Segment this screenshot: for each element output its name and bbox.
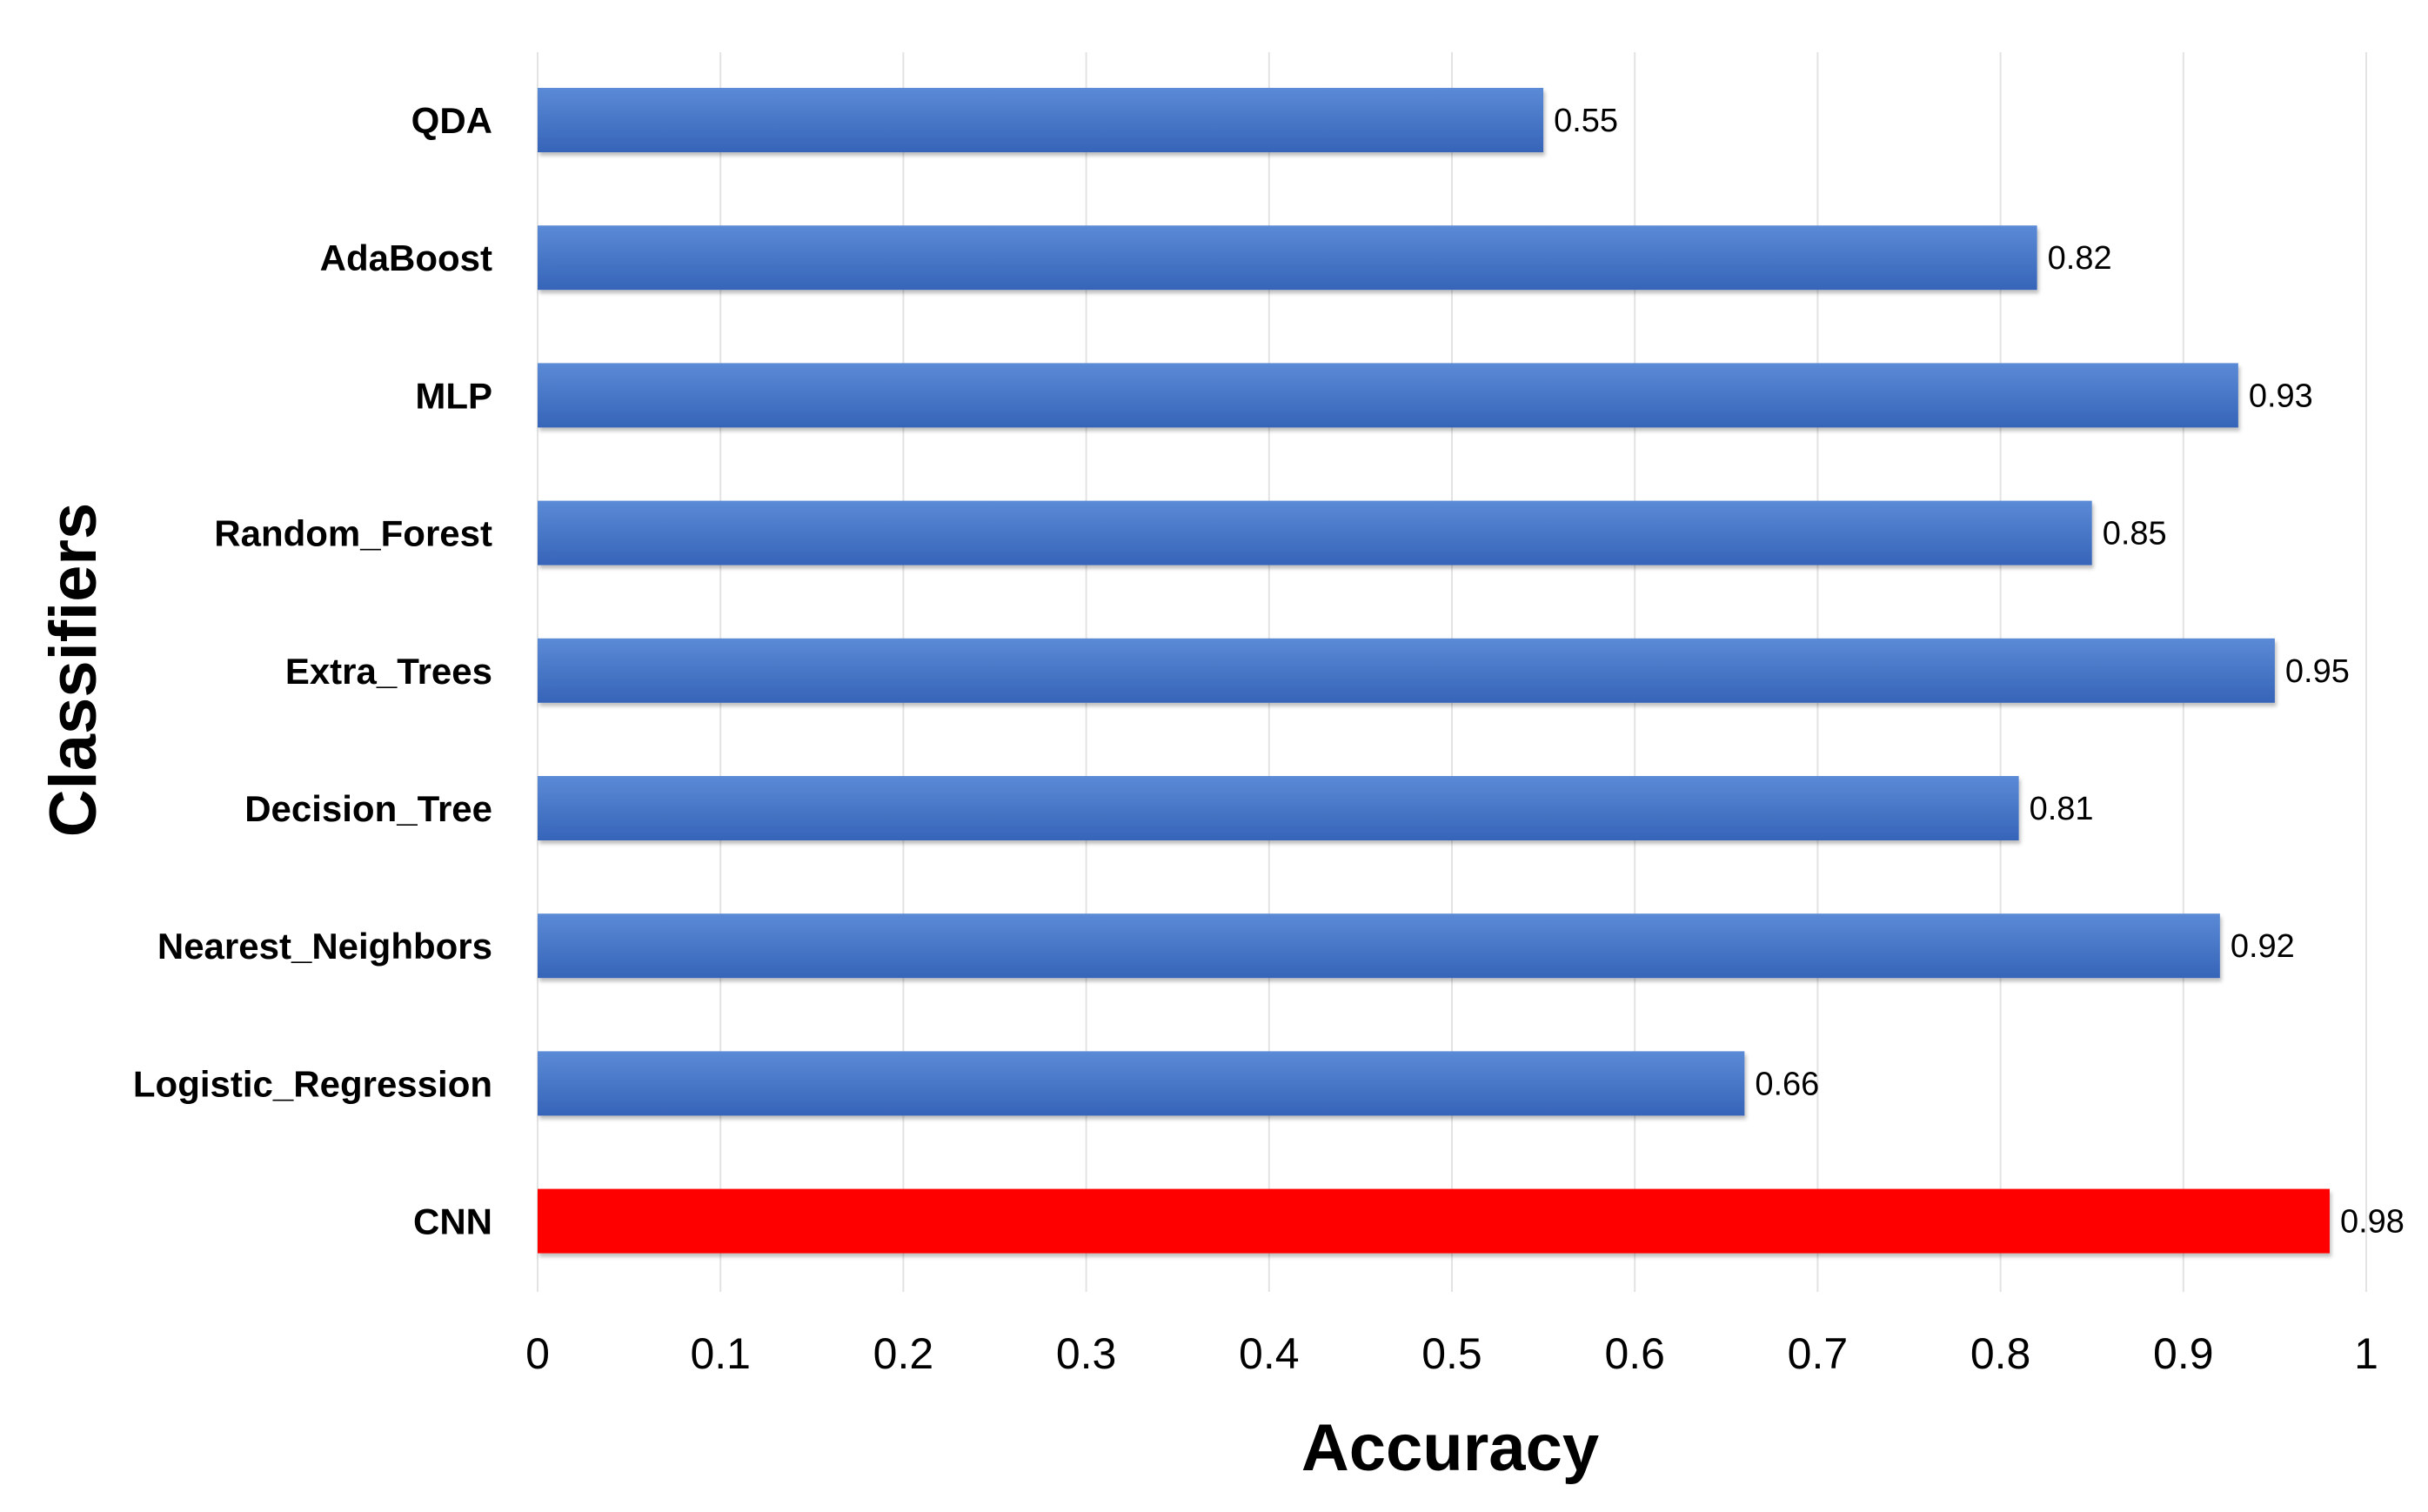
category-label: CNN	[413, 1201, 492, 1242]
data-label: 0.85	[2103, 516, 2167, 552]
x-axis-title: Accuracy	[1301, 1411, 1599, 1485]
data-label: 0.66	[1755, 1066, 1819, 1102]
x-tick-label: 0.7	[1788, 1329, 1849, 1378]
bar-decision-tree	[538, 776, 2019, 840]
x-tick-label: 0.4	[1239, 1329, 1300, 1378]
x-tick-labels: 0 0.1 0.2 0.3 0.4 0.5 0.6 0.7 0.8 0.9 1	[525, 1329, 2378, 1378]
value-labels: 0.55 0.82 0.93 0.85 0.95 0.81 0.92 0.66 0.98	[1554, 103, 2405, 1241]
bar-extra-trees	[538, 638, 2275, 703]
bar-random-forest	[538, 500, 2092, 565]
bar-cnn	[538, 1188, 2330, 1254]
x-tick-label: 0.2	[873, 1329, 934, 1378]
x-tick-label: 0	[525, 1329, 550, 1378]
data-label: 0.92	[2231, 928, 2295, 965]
x-tick-label: 0.8	[1970, 1329, 2031, 1378]
x-tick-label: 0.3	[1056, 1329, 1117, 1378]
category-label: QDA	[411, 100, 492, 141]
x-tick-label: 1	[2354, 1329, 2378, 1378]
category-label: Decision_Tree	[244, 788, 492, 829]
bar-logistic-regression	[538, 1051, 1745, 1116]
data-label: 0.98	[2340, 1204, 2405, 1241]
x-tick-label: 0.5	[1421, 1329, 1482, 1378]
x-tick-label: 0.9	[2153, 1329, 2214, 1378]
category-label: MLP	[415, 375, 492, 416]
data-label: 0.93	[2249, 378, 2313, 414]
bar-mlp	[538, 363, 2238, 428]
x-tick-label: 0.6	[1604, 1329, 1665, 1378]
category-label: Logistic_Regression	[133, 1063, 492, 1104]
bar-adaboost	[538, 225, 2037, 291]
bar-nearest-neighbors	[538, 913, 2220, 979]
data-label: 0.95	[2285, 653, 2350, 690]
bars	[538, 88, 2330, 1254]
data-label: 0.82	[2048, 240, 2112, 277]
category-label: Nearest_Neighbors	[157, 926, 492, 967]
category-label: AdaBoost	[320, 238, 492, 278]
category-labels: QDA AdaBoost MLP Random_Forest Extra_Trees De…	[133, 100, 492, 1242]
data-label: 0.55	[1554, 103, 1618, 139]
category-label: Random_Forest	[214, 513, 492, 554]
category-label: Extra_Trees	[285, 651, 492, 692]
bar-qda	[538, 88, 1544, 152]
data-label: 0.81	[2030, 791, 2094, 827]
x-tick-label: 0.1	[690, 1329, 751, 1378]
y-axis-title: Classifiers	[37, 503, 110, 837]
